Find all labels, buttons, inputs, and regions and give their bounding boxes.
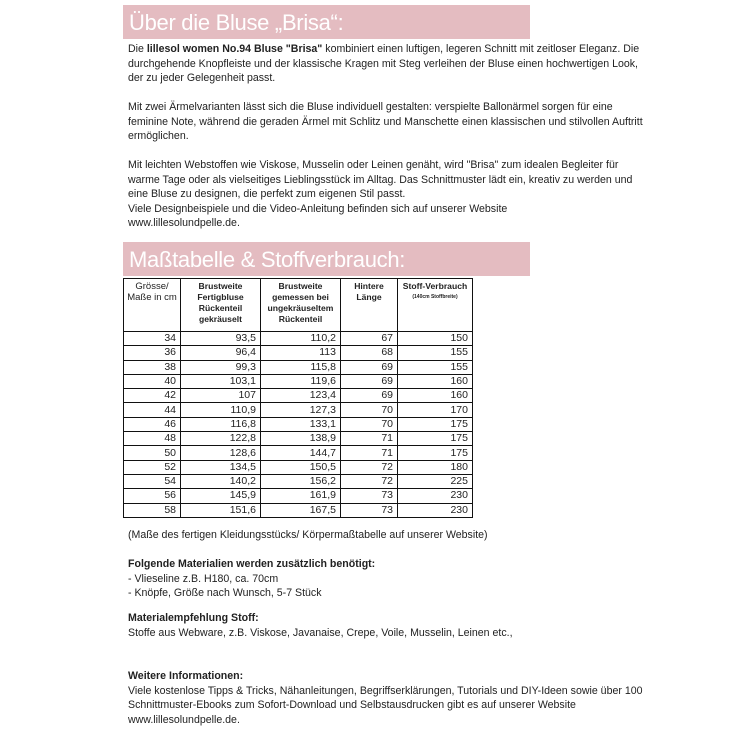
section-title-about: Über die Bluse „Brisa“: (123, 5, 530, 39)
table-cell: 71 (340, 431, 398, 447)
table-cell: 69 (340, 359, 398, 375)
more-info: Weitere Informationen: Viele kostenlose … (128, 670, 643, 726)
table-cell: 69 (340, 373, 398, 390)
table-cell: 72 (340, 459, 398, 475)
table-cell: 48 (123, 431, 181, 447)
table-cell: 151,6 (180, 502, 261, 518)
table-cell: 156,2 (260, 473, 341, 490)
table-cell: 170 (397, 402, 473, 418)
table-cell: 107 (180, 388, 261, 404)
table-cell: 70 (340, 416, 398, 433)
table-cell: 69 (340, 388, 398, 404)
table-cell: 73 (340, 488, 398, 504)
fabric-recommendation: Materialempfehlung Stoff: Stoffe aus Web… (128, 612, 513, 639)
table-row: 36 96,4 113 68 155 (123, 345, 473, 361)
table-cell: 230 (397, 488, 473, 504)
table-cell: 36 (123, 345, 181, 361)
table-cell: 155 (397, 345, 473, 361)
table-cell: 115,8 (260, 359, 341, 375)
table-cell: 161,9 (260, 488, 341, 504)
table-cell: 138,9 (260, 431, 341, 447)
table-cell: 34 (123, 330, 181, 347)
table-cell: 175 (397, 445, 473, 461)
website-link[interactable]: www.lillesolundpelle.de. (128, 217, 240, 229)
table-cell: 42 (123, 388, 181, 404)
table-cell: 128,6 (180, 445, 261, 461)
table-cell: 145,9 (180, 488, 261, 504)
table-row: 52 134,5 150,5 72 180 (123, 459, 473, 475)
table-cell: 103,1 (180, 373, 261, 390)
table-cell: 56 (123, 488, 181, 504)
table-cell: 99,3 (180, 359, 261, 375)
table-cell: 40 (123, 373, 181, 390)
table-cell: 113 (260, 345, 341, 361)
table-cell: 73 (340, 502, 398, 518)
table-cell: 67 (340, 330, 398, 347)
table-cell: 225 (397, 473, 473, 490)
table-cell: 150 (397, 330, 473, 347)
table-note: (Maße des fertigen Kleidungsstücks/ Körp… (128, 529, 488, 541)
table-cell: 93,5 (180, 330, 261, 347)
table-cell: 52 (123, 459, 181, 475)
table-cell: 175 (397, 416, 473, 433)
table-row: 40 103,1 119,6 69 160 (123, 373, 473, 390)
table-cell: 155 (397, 359, 473, 375)
table-cell: 119,6 (260, 373, 341, 390)
table-cell: 58 (123, 502, 181, 518)
table-row: 42 107 123,4 69 160 (123, 388, 473, 404)
table-cell: 116,8 (180, 416, 261, 433)
table-cell: 127,3 (260, 402, 341, 418)
table-cell: 140,2 (180, 473, 261, 490)
table-row: 48 122,8 138,9 71 175 (123, 431, 473, 447)
table-cell: 133,1 (260, 416, 341, 433)
table-cell: 71 (340, 445, 398, 461)
table-cell: 50 (123, 445, 181, 461)
table-cell: 72 (340, 473, 398, 490)
size-table: Grösse/ Maße in cm Brustweite Fertigblus… (123, 278, 473, 518)
table-cell: 160 (397, 388, 473, 404)
about-text: Die lillesol women No.94 Bluse "Brisa" k… (128, 42, 648, 231)
table-row: 46 116,8 133,1 70 175 (123, 416, 473, 433)
table-row: 38 99,3 115,8 69 155 (123, 359, 473, 375)
table-cell: 180 (397, 459, 473, 475)
table-cell: 230 (397, 502, 473, 518)
table-cell: 70 (340, 402, 398, 418)
table-cell: 68 (340, 345, 398, 361)
table-cell: 122,8 (180, 431, 261, 447)
table-cell: 150,5 (260, 459, 341, 475)
table-row: 50 128,6 144,7 71 175 (123, 445, 473, 461)
table-cell: 175 (397, 431, 473, 447)
table-cell: 134,5 (180, 459, 261, 475)
table-cell: 123,4 (260, 388, 341, 404)
table-cell: 46 (123, 416, 181, 433)
table-row: 34 93,5 110,2 67 150 (123, 330, 473, 347)
table-cell: 38 (123, 359, 181, 375)
section-title-size-table: Maßtabelle & Stoffverbrauch: (123, 242, 530, 276)
table-cell: 110,9 (180, 402, 261, 418)
materials: Folgende Materialien werden zusätzlich b… (128, 558, 376, 599)
table-row: 44 110,9 127,3 70 170 (123, 402, 473, 418)
table-cell: 144,7 (260, 445, 341, 461)
table-row: 58 151,6 167,5 73 230 (123, 502, 473, 518)
table-row: 54 140,2 156,2 72 225 (123, 473, 473, 490)
table-cell: 167,5 (260, 502, 341, 518)
table-cell: 110,2 (260, 330, 341, 347)
table-cell: 160 (397, 373, 473, 390)
table-cell: 96,4 (180, 345, 261, 361)
table-cell: 44 (123, 402, 181, 418)
table-cell: 54 (123, 473, 181, 490)
table-row: 56 145,9 161,9 73 230 (123, 488, 473, 504)
